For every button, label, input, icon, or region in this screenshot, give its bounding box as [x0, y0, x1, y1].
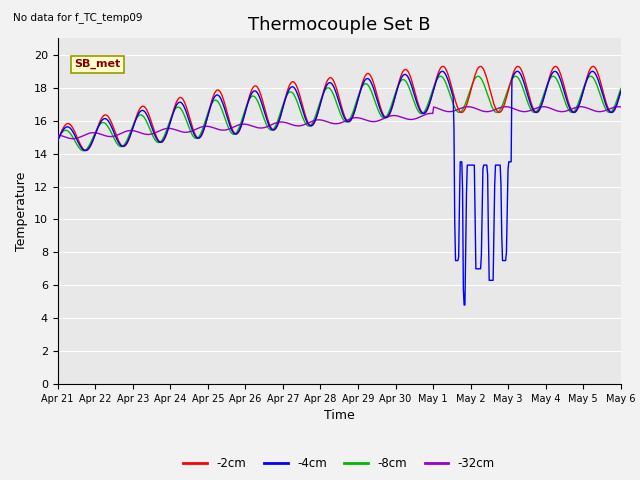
Title: Thermocouple Set B: Thermocouple Set B	[248, 16, 431, 34]
Legend: -2cm, -4cm, -8cm, -32cm: -2cm, -4cm, -8cm, -32cm	[179, 453, 500, 475]
X-axis label: Time: Time	[324, 409, 355, 422]
Text: SB_met: SB_met	[74, 59, 121, 70]
Text: No data for f_TC_temp09: No data for f_TC_temp09	[13, 12, 142, 23]
Y-axis label: Temperature: Temperature	[15, 171, 28, 251]
